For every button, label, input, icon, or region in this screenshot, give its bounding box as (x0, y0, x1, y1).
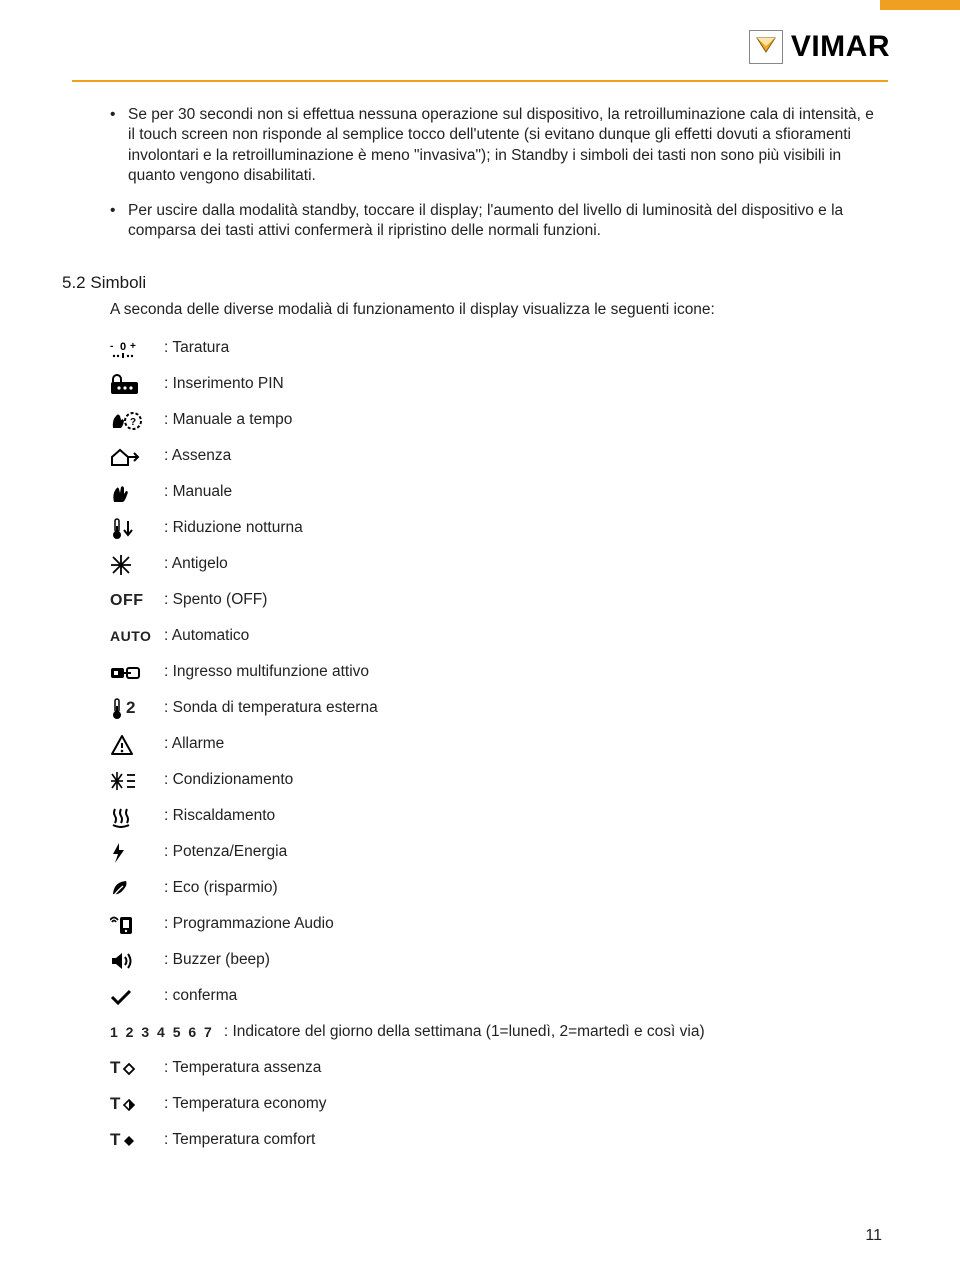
thermometer-down-icon (110, 518, 154, 540)
symbol-row-t-assenza: T : Temperatura assenza (110, 1051, 880, 1087)
t-letter: T (110, 1093, 120, 1115)
check-icon (110, 988, 154, 1006)
symbol-row-taratura: - 0 + : Taratura (110, 331, 880, 367)
symbol-row-giorni: 1 2 3 4 5 6 7 : Indicatore del giorno de… (110, 1015, 880, 1051)
off-text-icon: OFF (110, 590, 154, 611)
symbol-label: : Condizionamento (164, 770, 293, 790)
svg-text:?: ? (130, 417, 136, 428)
hand-icon (110, 482, 154, 504)
speaker-icon (110, 951, 154, 971)
symbol-label: : Allarme (164, 734, 224, 754)
days-indicator-icon: 1 2 3 4 5 6 7 (110, 1023, 214, 1041)
symbol-label: : Buzzer (beep) (164, 950, 270, 970)
heating-icon (110, 806, 154, 828)
intro-bullets: Se per 30 secondi non si effettua nessun… (110, 105, 880, 242)
symbol-label: : Temperatura economy (164, 1094, 327, 1114)
symbol-label: : Potenza/Energia (164, 842, 287, 862)
symbol-row-riduzione: : Riduzione notturna (110, 511, 880, 547)
page-number: 11 (865, 1227, 882, 1245)
house-away-icon (110, 447, 154, 467)
symbol-row-t-economy: T : Temperatura economy (110, 1087, 880, 1123)
symbol-label: : Riduzione notturna (164, 518, 303, 538)
symbol-label: : Automatico (164, 626, 249, 646)
bullet-item: Per uscire dalla modalità standby, tocca… (110, 201, 880, 242)
symbol-row-auto: AUTO : Automatico (110, 619, 880, 655)
symbol-row-assenza: : Assenza (110, 439, 880, 475)
symbol-label: : Temperatura assenza (164, 1058, 321, 1078)
symbol-label: : Riscaldamento (164, 806, 275, 826)
probe-number: 2 (126, 697, 135, 719)
svg-text:0: 0 (120, 341, 126, 353)
symbol-label: : Temperatura comfort (164, 1130, 315, 1150)
symbol-label: : Antigelo (164, 554, 228, 574)
symbol-label: : Eco (risparmio) (164, 878, 278, 898)
bolt-icon (110, 842, 154, 864)
symbol-row-manuale-tempo: ? : Manuale a tempo (110, 403, 880, 439)
cooling-icon (110, 770, 154, 792)
top-accent-bar (880, 0, 960, 10)
symbol-label: : Taratura (164, 338, 229, 358)
symbol-row-riscaldamento: : Riscaldamento (110, 799, 880, 835)
auto-text-icon: AUTO (110, 627, 154, 645)
warning-icon (110, 734, 154, 756)
symbol-row-condizionamento: : Condizionamento (110, 763, 880, 799)
symbol-row-potenza: : Potenza/Energia (110, 835, 880, 871)
temp-comfort-icon: T (110, 1129, 154, 1151)
symbol-label: : Indicatore del giorno della settimana … (224, 1022, 705, 1042)
symbol-label: : Ingresso multifunzione attivo (164, 662, 369, 682)
brand-logo: VIMAR (749, 30, 890, 64)
symbol-row-eco: : Eco (risparmio) (110, 871, 880, 907)
calibration-icon: - 0 + (110, 339, 154, 359)
external-probe-icon: 2 (110, 697, 154, 719)
brand-logo-icon (749, 30, 783, 64)
multifunction-input-icon (110, 664, 154, 682)
section-intro: A seconda delle diverse modalià di funzi… (110, 300, 880, 320)
symbol-label: : Manuale a tempo (164, 410, 292, 430)
svg-text:+: + (130, 341, 136, 352)
hand-clock-icon: ? (110, 410, 154, 432)
svg-text:-: - (110, 341, 113, 352)
symbol-row-manuale: : Manuale (110, 475, 880, 511)
symbol-row-conferma: : conferma (110, 979, 880, 1015)
symbol-label: : Programmazione Audio (164, 914, 334, 934)
bullet-item: Se per 30 secondi non si effettua nessun… (110, 105, 880, 187)
t-letter: T (110, 1129, 120, 1151)
symbol-label: : Assenza (164, 446, 231, 466)
audio-device-icon (110, 914, 154, 936)
symbol-label: : conferma (164, 986, 237, 1006)
symbol-label: : Inserimento PIN (164, 374, 284, 394)
leaf-icon (110, 878, 154, 900)
lock-pin-icon (110, 374, 154, 396)
temp-away-icon: T (110, 1057, 154, 1079)
symbol-row-sonda: 2 : Sonda di temperatura esterna (110, 691, 880, 727)
symbol-label: : Sonda di temperatura esterna (164, 698, 378, 718)
temp-economy-icon: T (110, 1093, 154, 1115)
snowflake-icon (110, 554, 154, 576)
symbol-row-pin: : Inserimento PIN (110, 367, 880, 403)
symbol-row-buzzer: : Buzzer (beep) (110, 943, 880, 979)
symbol-row-ingresso: : Ingresso multifunzione attivo (110, 655, 880, 691)
section-heading: 5.2 Simboli (62, 272, 880, 294)
t-letter: T (110, 1057, 120, 1079)
symbol-row-allarme: : Allarme (110, 727, 880, 763)
page-content: Se per 30 secondi non si effettua nessun… (110, 105, 880, 1159)
symbol-row-audio: : Programmazione Audio (110, 907, 880, 943)
symbol-row-antigelo: : Antigelo (110, 547, 880, 583)
symbol-row-t-comfort: T : Temperatura comfort (110, 1123, 880, 1159)
symbol-label: : Spento (OFF) (164, 590, 267, 610)
symbol-list: - 0 + : Taratura (110, 331, 880, 1159)
symbol-label: : Manuale (164, 482, 232, 502)
horizontal-rule-top (72, 80, 888, 82)
symbol-row-off: OFF : Spento (OFF) (110, 583, 880, 619)
brand-name: VIMAR (791, 30, 890, 64)
